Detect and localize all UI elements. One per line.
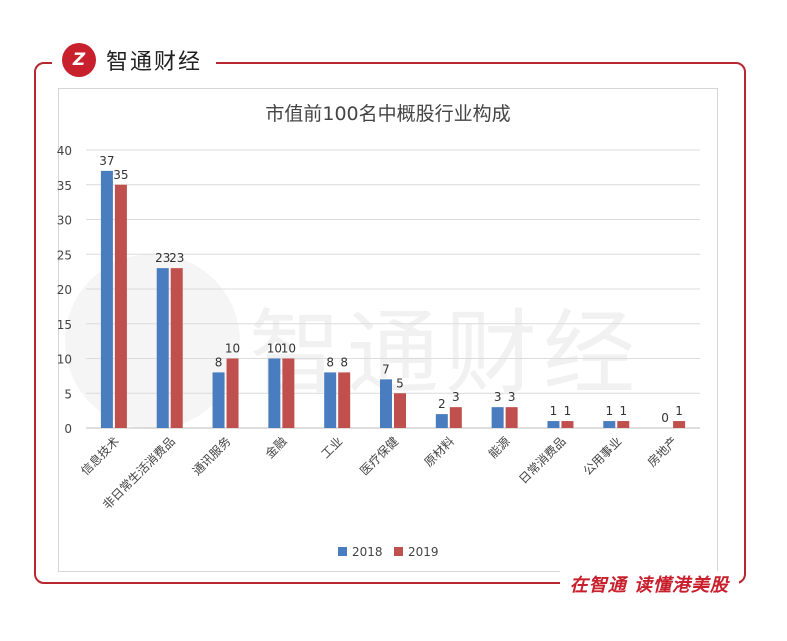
- chart-title: 市值前100名中概股行业构成: [265, 103, 510, 125]
- x-tick-label: 日常消费品: [516, 434, 568, 486]
- bar-2019-6: [449, 407, 462, 428]
- legend-swatch-2019: [394, 547, 403, 556]
- bar-2018-7: [491, 407, 504, 428]
- legend: 2018 2019: [338, 545, 439, 559]
- bar-2019-9: [617, 421, 630, 428]
- data-label: 3: [452, 390, 460, 404]
- bar-2019-2: [226, 358, 239, 428]
- data-label: 7: [382, 362, 390, 376]
- bar-2018-6: [435, 414, 448, 428]
- bar-2018-1: [156, 268, 169, 428]
- x-tick-label: 工业: [318, 434, 345, 461]
- data-label: 3: [494, 390, 502, 404]
- data-label: 2: [438, 397, 446, 411]
- data-label: 8: [340, 355, 348, 369]
- bar-2019-10: [673, 421, 686, 428]
- y-tick-label: 0: [64, 422, 72, 436]
- brand-name: 智通财经: [106, 50, 203, 75]
- bar-2019-5: [394, 393, 406, 428]
- outer-frame: [34, 62, 746, 584]
- x-tick-label: 能源: [486, 434, 513, 461]
- y-tick-label: 40: [57, 144, 72, 158]
- legend-label-2019: 2019: [408, 545, 439, 559]
- data-label: 3: [508, 390, 516, 404]
- bar-2018-2: [212, 372, 225, 428]
- y-tick-label: 10: [57, 353, 72, 367]
- bar-2018-3: [268, 358, 281, 428]
- y-tick-label: 5: [64, 387, 72, 401]
- bar-2019-8: [561, 421, 574, 428]
- y-tick-label: 30: [57, 214, 72, 228]
- data-label: 23: [155, 251, 170, 265]
- bar-2019-0: [114, 184, 127, 428]
- bar-2018-8: [547, 421, 560, 428]
- bar-2019-3: [282, 358, 295, 428]
- legend-swatch-2018: [338, 547, 347, 556]
- data-label: 8: [326, 355, 334, 369]
- data-label: 10: [281, 342, 296, 356]
- y-tick-label: 25: [57, 248, 72, 262]
- brand-logo-icon: Z: [62, 43, 96, 77]
- data-label: 1: [550, 404, 558, 418]
- data-label: 10: [267, 342, 282, 356]
- y-tick-label: 20: [57, 283, 72, 297]
- x-tick-label: 通讯服务: [189, 434, 234, 479]
- x-tick-label: 公用事业: [581, 434, 625, 478]
- data-label: 0: [661, 411, 669, 425]
- data-label: 1: [564, 404, 572, 418]
- bar-2019-7: [505, 407, 518, 428]
- bar-2018-4: [324, 372, 337, 428]
- y-tick-label: 15: [57, 318, 72, 332]
- bar-2019-4: [338, 372, 351, 428]
- x-tick-label: 原材料: [422, 434, 457, 469]
- slogan: 在智通 读懂港美股: [559, 571, 739, 597]
- y-axis: 0 5 10 15 20 25 30 35 40: [57, 144, 72, 436]
- data-label: 8: [215, 355, 223, 369]
- bar-2018-5: [380, 379, 392, 428]
- grid-lines: [86, 149, 700, 429]
- data-label: 5: [396, 376, 404, 390]
- bar-2018-9: [603, 421, 616, 428]
- x-tick-label: 信息技术: [77, 434, 122, 479]
- data-label: 23: [169, 251, 184, 265]
- brand-header: Z 智通财经: [52, 40, 217, 80]
- data-label: 10: [225, 342, 240, 356]
- data-label: 37: [99, 154, 114, 168]
- bar-2019-1: [170, 268, 183, 428]
- x-tick-label: 金融: [262, 434, 290, 462]
- legend-label-2018: 2018: [352, 545, 383, 559]
- data-label: 1: [675, 404, 683, 418]
- y-tick-label: 35: [57, 179, 72, 193]
- bar-2018-0: [100, 170, 113, 428]
- data-label: 1: [605, 404, 613, 418]
- data-label: 1: [619, 404, 627, 418]
- x-tick-label: 房地产: [644, 434, 680, 470]
- data-label: 35: [113, 168, 128, 182]
- x-tick-label: 医疗保健: [357, 434, 401, 478]
